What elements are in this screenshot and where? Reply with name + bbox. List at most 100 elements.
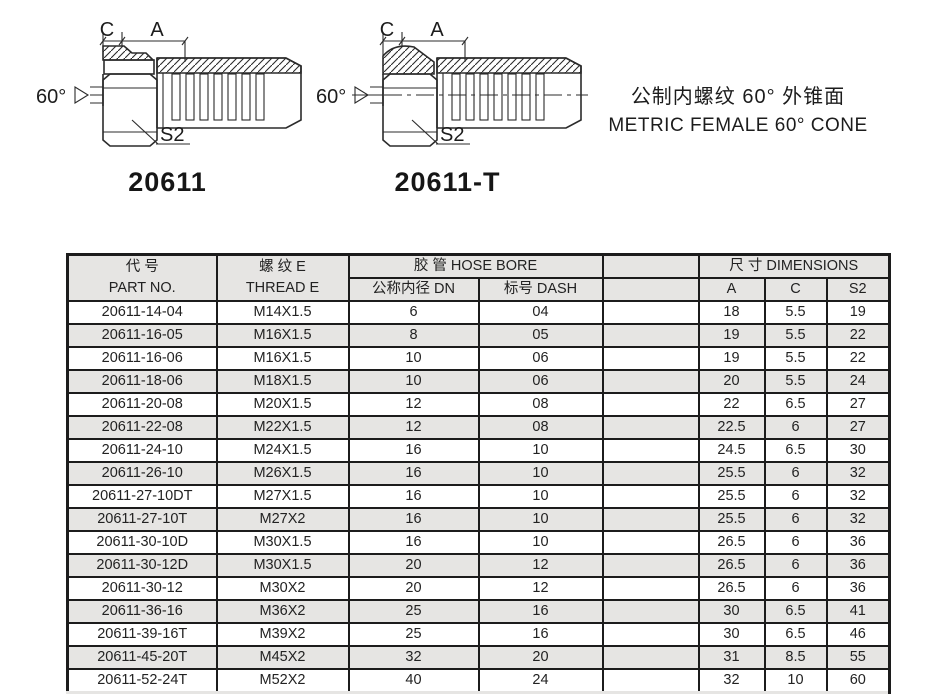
cell-s2: 60 bbox=[825, 668, 891, 694]
header-dimensions: 尺 寸 DIMENSIONS bbox=[697, 253, 891, 279]
cell-part-no: 20611-18-06 bbox=[66, 369, 218, 394]
table-row: 20611-26-10 M26X1.5 16 10 25.5 6 32 bbox=[66, 461, 891, 486]
cell-blank bbox=[601, 645, 700, 670]
cell-s2: 36 bbox=[825, 576, 891, 601]
cell-part-no: 20611-24-10 bbox=[66, 438, 218, 463]
cell-a: 22.5 bbox=[697, 415, 766, 440]
cell-a: 22 bbox=[697, 392, 766, 417]
cell-a: 26.5 bbox=[697, 576, 766, 601]
cell-dn: 40 bbox=[347, 668, 480, 694]
cell-s2: 46 bbox=[825, 622, 891, 647]
wrench-size-label: S2 bbox=[440, 124, 464, 146]
cell-c: 5.5 bbox=[763, 369, 828, 394]
series-title-en: METRIC FEMALE 60° CONE bbox=[608, 115, 868, 136]
cell-dash: 05 bbox=[477, 323, 604, 348]
table-row: 20611-27-10T M27X2 16 10 25.5 6 32 bbox=[66, 507, 891, 532]
table-row-partial bbox=[66, 691, 888, 694]
cell-c: 6.5 bbox=[763, 622, 828, 647]
cone-symbol-icon bbox=[74, 86, 90, 104]
figure-20611-t: C A 60° bbox=[300, 16, 595, 198]
cell-dash: 04 bbox=[477, 300, 604, 325]
cell-dash: 06 bbox=[477, 346, 604, 371]
figure-20611: C A 60° bbox=[20, 16, 315, 198]
header-dn: 公称内径 DN bbox=[347, 277, 480, 302]
cell-dash: 24 bbox=[477, 668, 604, 694]
cell-c: 6 bbox=[763, 415, 828, 440]
cell-part-no: 20611-14-04 bbox=[66, 300, 218, 325]
cell-dn: 25 bbox=[347, 622, 480, 647]
cell-dn: 20 bbox=[347, 576, 480, 601]
cell-s2: 27 bbox=[825, 392, 891, 417]
cell-blank bbox=[601, 415, 700, 440]
cell-dn: 32 bbox=[347, 645, 480, 670]
cell-thread: M16X1.5 bbox=[215, 323, 350, 348]
header-dash: 标号 DASH bbox=[477, 277, 604, 302]
cell-thread: M39X2 bbox=[215, 622, 350, 647]
cell-blank bbox=[601, 461, 700, 486]
cell-dn: 12 bbox=[347, 392, 480, 417]
cell-dn: 25 bbox=[347, 599, 480, 624]
cell-thread: M30X1.5 bbox=[215, 530, 350, 555]
cell-part-no: 20611-30-12D bbox=[66, 553, 218, 578]
cell-part-no: 20611-27-10T bbox=[66, 507, 218, 532]
cell-dash: 16 bbox=[477, 622, 604, 647]
cell-thread: M30X1.5 bbox=[215, 553, 350, 578]
angle-label: 60° bbox=[36, 86, 66, 108]
cell-s2: 24 bbox=[825, 369, 891, 394]
cell-blank bbox=[601, 369, 700, 394]
cell-part-no: 20611-30-10D bbox=[66, 530, 218, 555]
spec-table-body: 20611-14-04 M14X1.5 6 04 18 5.5 19 20611-16-05 M… bbox=[66, 300, 891, 694]
cell-thread: M24X1.5 bbox=[215, 438, 350, 463]
header-blank-2 bbox=[601, 277, 700, 302]
cell-c: 5.5 bbox=[763, 346, 828, 371]
cell-part-no: 20611-16-05 bbox=[66, 323, 218, 348]
cell-thread: M27X1.5 bbox=[215, 484, 350, 509]
cell-blank bbox=[601, 392, 700, 417]
header-part-no: 代 号 PART NO. bbox=[66, 253, 218, 302]
header-c: C bbox=[763, 277, 828, 302]
cell-dash: 12 bbox=[477, 576, 604, 601]
cell-part-no: 20611-45-20T bbox=[66, 645, 218, 670]
cell-a: 31 bbox=[697, 645, 766, 670]
header-a: A bbox=[697, 277, 766, 302]
table-row: 20611-39-16T M39X2 25 16 30 6.5 46 bbox=[66, 622, 891, 647]
series-title: 公制内螺纹 60° 外锥面 METRIC FEMALE 60° CONE bbox=[553, 80, 923, 137]
cell-dn: 6 bbox=[347, 300, 480, 325]
cell-a: 18 bbox=[697, 300, 766, 325]
cell-dn: 16 bbox=[347, 484, 480, 509]
cell-s2: 32 bbox=[825, 484, 891, 509]
cell-c: 6.5 bbox=[763, 599, 828, 624]
header-part-no-en: PART NO. bbox=[108, 280, 176, 296]
cell-s2: 32 bbox=[825, 507, 891, 532]
cell-c: 5.5 bbox=[763, 323, 828, 348]
cell-blank bbox=[601, 438, 700, 463]
cell-blank bbox=[601, 668, 700, 694]
header-thread-zh: 螺 纹 E bbox=[259, 258, 306, 275]
cell-blank bbox=[601, 622, 700, 647]
cell-blank bbox=[601, 576, 700, 601]
cell-blank bbox=[601, 599, 700, 624]
cell-c: 8.5 bbox=[763, 645, 828, 670]
cell-a: 25.5 bbox=[697, 461, 766, 486]
table-row: 20611-30-10D M30X1.5 16 10 26.5 6 36 bbox=[66, 530, 891, 555]
figure-caption: 20611-T bbox=[394, 167, 501, 197]
fitting-diagram-icon: C A 60° bbox=[36, 19, 302, 147]
cell-blank bbox=[601, 553, 700, 578]
cell-dn: 16 bbox=[347, 461, 480, 486]
cell-part-no: 20611-22-08 bbox=[66, 415, 218, 440]
cell-dn: 16 bbox=[347, 530, 480, 555]
header-part-no-zh: 代 号 bbox=[125, 258, 159, 275]
cell-a: 30 bbox=[697, 622, 766, 647]
series-title-zh: 公制内螺纹 60° 外锥面 bbox=[630, 86, 846, 108]
cell-dn: 12 bbox=[347, 415, 480, 440]
cell-s2: 36 bbox=[825, 530, 891, 555]
cell-a: 25.5 bbox=[697, 507, 766, 532]
header-row-1: 代 号 PART NO. 螺 纹 E THREAD E 胶 管 HOSE BORE … bbox=[66, 253, 891, 302]
dim-label-a: A bbox=[430, 19, 444, 41]
table-row: 20611-16-05 M16X1.5 8 05 19 5.5 22 bbox=[66, 323, 891, 348]
cell-dn: 20 bbox=[347, 553, 480, 578]
cell-part-no: 20611-20-08 bbox=[66, 392, 218, 417]
cell-part-no: 20611-26-10 bbox=[66, 461, 218, 486]
cell-dash: 10 bbox=[477, 438, 604, 463]
